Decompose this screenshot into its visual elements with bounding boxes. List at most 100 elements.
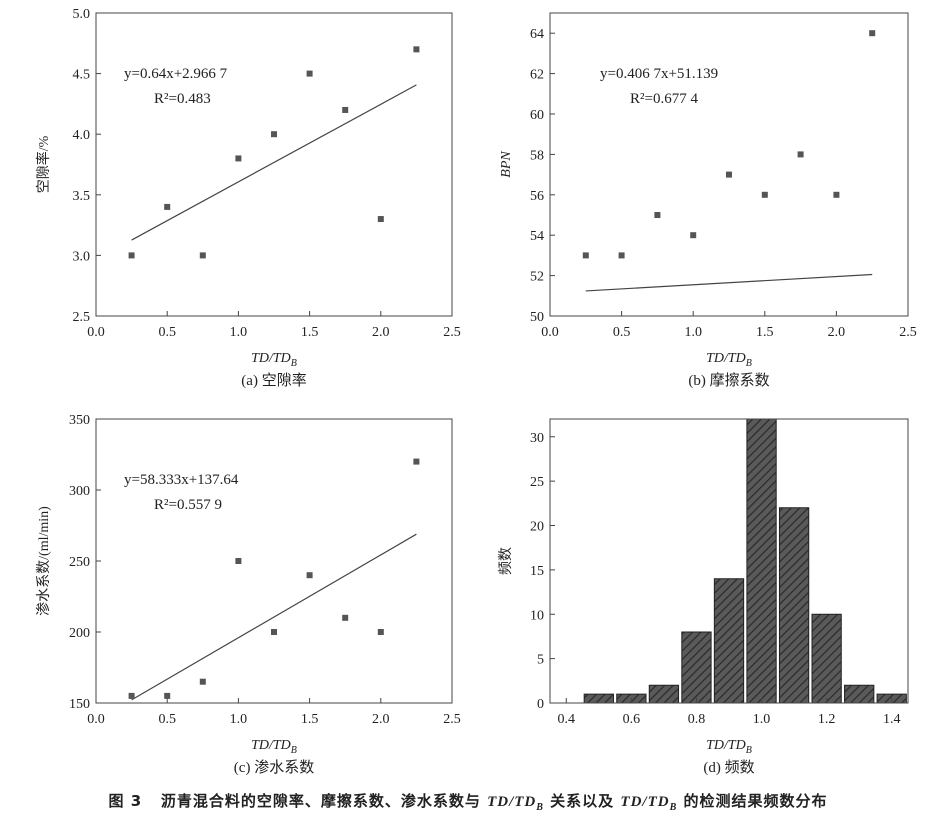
x-tick-label: 0.8 [688, 712, 706, 727]
histogram-bar [681, 631, 712, 704]
histogram-bar [583, 693, 614, 704]
x-axis-label: TD/TDB [706, 351, 752, 369]
plot-frame [549, 12, 909, 317]
x-tick-label: 0.5 [158, 712, 176, 727]
chart-panel-a: 0.0 0.5 1.0 1.5 2.0 2.5 2.5 3.0 3.5 4.0 4.5 5.0 TD/T… [35, 7, 461, 389]
y-tick-label: 10 [530, 608, 544, 623]
chart-panel-b: 0.0 0.5 1.0 1.5 2.0 2.5 50 52 54 56 58 60 62 64 TD/TDB… [499, 12, 917, 389]
x-tick-label: 1.5 [301, 712, 319, 727]
x-tick-label: 0.0 [87, 325, 105, 340]
y-tick-label: 58 [530, 148, 544, 163]
panel-caption: (b) 摩擦系数 [688, 371, 769, 389]
x-tick-label: 1.5 [756, 325, 774, 340]
x-tick-label: 2.0 [828, 325, 846, 340]
x-tick-label: 2.5 [443, 712, 461, 727]
plot-frame [95, 418, 453, 704]
x-tick-label: 1.0 [230, 712, 248, 727]
data-point [377, 216, 384, 223]
panel-caption: (d) 频数 [703, 759, 754, 776]
x-tick-label: 2.5 [899, 325, 917, 340]
plot-frame [549, 418, 909, 704]
caption-ratio-1: TD/TDB [487, 794, 544, 813]
data-point [833, 191, 840, 198]
x-tick-label: 1.0 [684, 325, 702, 340]
figure-number: 图 3 [108, 792, 143, 810]
panel-caption: (a) 空隙率 [241, 372, 306, 389]
x-tick-label: 0.5 [158, 325, 176, 340]
histogram-bar [746, 418, 777, 704]
data-point [271, 629, 277, 635]
x-tick-label: 0.4 [558, 712, 576, 727]
histogram-bar [648, 684, 680, 704]
caption-ratio-2: TD/TDB [620, 794, 678, 813]
plot-frame [95, 12, 453, 317]
histogram-bar [713, 578, 745, 704]
x-tick-label: 0.0 [87, 712, 105, 727]
data-point [654, 212, 661, 218]
y-tick-label: 52 [530, 270, 544, 285]
regression-equation: y=58.333x+137.64 [124, 472, 239, 488]
regression-equation: y=0.406 7x+51.139 [600, 66, 718, 82]
histogram-bar [778, 507, 810, 704]
data-point [582, 252, 589, 259]
data-point [199, 252, 206, 259]
data-point [235, 155, 242, 162]
figure-caption: 图 3 沥青混合料的空隙率、摩擦系数、渗水系数与 TD/TDB 关系以及 TD/… [0, 790, 936, 813]
data-point [342, 106, 349, 113]
data-point [413, 46, 420, 53]
x-tick-label: 0.5 [613, 325, 631, 340]
data-point [342, 614, 349, 621]
y-axis-label: BPN [499, 151, 514, 178]
data-point [271, 131, 277, 138]
y-tick-label: 50 [530, 310, 544, 325]
y-tick-label: 200 [69, 626, 90, 641]
y-tick-label: 25 [530, 475, 544, 490]
y-tick-label: 15 [530, 564, 544, 579]
data-point [199, 678, 206, 685]
caption-text-3: 的检测结果频数分布 [683, 792, 828, 810]
caption-text-1: 沥青混合料的空隙率、摩擦系数、渗水系数与 [160, 792, 481, 810]
chart-panel-d: 0.4 0.6 0.8 1.0 1.2 1.4 0 5 10 15 20 25 30 TD/TDB 频数 (d… [498, 418, 909, 776]
y-tick-label: 20 [530, 520, 544, 535]
y-tick-label: 56 [530, 189, 544, 204]
y-tick-label: 3.0 [73, 249, 91, 264]
y-axis-label: 频数 [498, 547, 514, 575]
y-tick-label: 3.5 [73, 189, 91, 204]
y-tick-label: 350 [69, 413, 90, 428]
figure-canvas: 0.0 0.5 1.0 1.5 2.0 2.5 2.5 3.0 3.5 4.0 4.5 5.0 TD/T… [35, 7, 917, 776]
data-point [164, 692, 171, 699]
x-tick-label: 1.5 [301, 325, 319, 340]
data-point [306, 70, 313, 77]
x-tick-label: 0.0 [541, 325, 559, 340]
y-axis-label: 空隙率/% [35, 135, 52, 193]
y-tick-label: 54 [530, 229, 544, 244]
panel-caption: (c) 渗水系数 [234, 759, 314, 776]
data-point [618, 252, 625, 259]
y-tick-label: 5.0 [73, 7, 91, 22]
y-tick-label: 62 [530, 68, 544, 83]
y-tick-label: 150 [69, 697, 90, 712]
data-point [726, 171, 732, 178]
data-point [128, 692, 135, 699]
data-point [306, 572, 313, 579]
data-point [413, 458, 420, 465]
y-tick-label: 300 [69, 484, 90, 499]
x-tick-label: 1.4 [883, 712, 901, 727]
x-tick-label: 2.0 [372, 712, 390, 727]
histogram-bar [844, 684, 875, 704]
r-squared-label: R²=0.483 [154, 91, 211, 107]
y-tick-label: 30 [530, 431, 544, 446]
y-tick-label: 2.5 [73, 310, 91, 325]
regression-line [585, 273, 873, 292]
r-squared-label: R²=0.557 9 [154, 497, 222, 513]
data-point [235, 558, 242, 564]
x-tick-label: 0.6 [623, 712, 641, 727]
y-tick-label: 250 [69, 555, 90, 570]
caption-text-2: 关系以及 [550, 792, 615, 810]
data-point [164, 203, 171, 210]
x-axis-label: TD/TDB [706, 738, 752, 756]
data-point [761, 191, 768, 198]
y-tick-label: 64 [530, 27, 544, 42]
y-tick-label: 4.0 [73, 128, 91, 143]
y-tick-label: 5 [537, 653, 544, 668]
